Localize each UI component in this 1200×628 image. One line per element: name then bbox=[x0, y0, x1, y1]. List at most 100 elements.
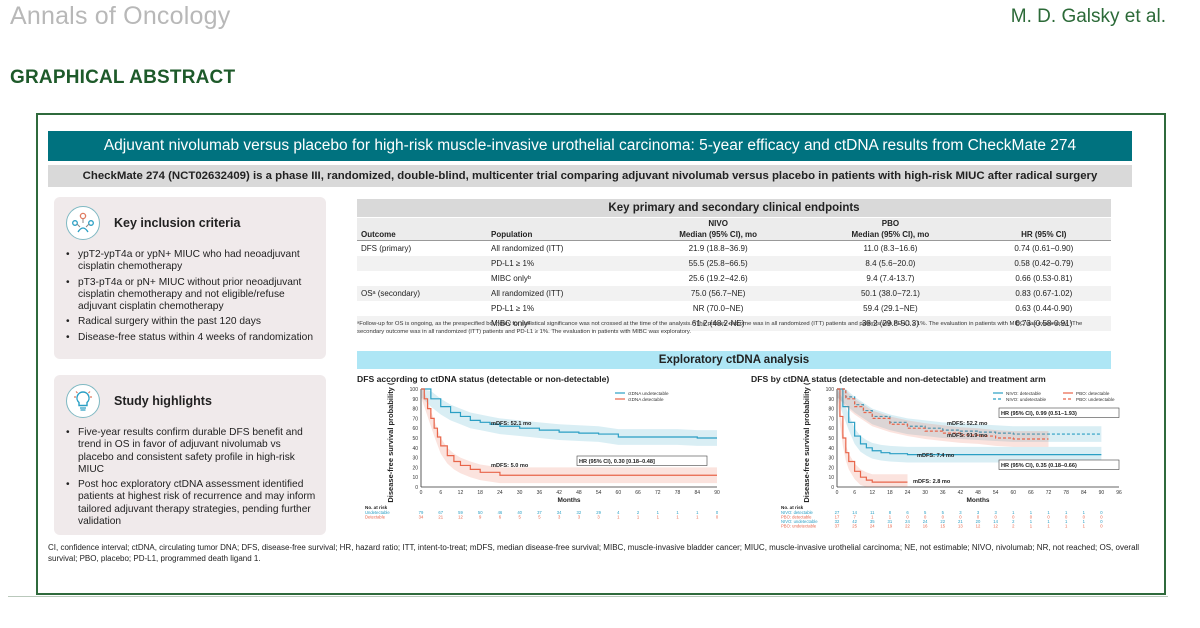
list-item: Radical surgery within the past 120 days bbox=[66, 316, 316, 329]
legend-label: ctDNA undetectable bbox=[628, 391, 669, 396]
at-risk-label: No. at risk bbox=[365, 505, 388, 510]
cell-nivo: NR (70.0−NE) bbox=[692, 303, 744, 313]
x-tick-label: 12 bbox=[458, 490, 464, 496]
column-header: Median (95% CI), mo bbox=[804, 229, 977, 241]
y-tick-label: 0 bbox=[831, 485, 834, 491]
cell-outcome: DFS (primary) bbox=[361, 243, 412, 253]
cell-population: PD-L1 ≥ 1% bbox=[487, 255, 632, 271]
x-tick-label: 24 bbox=[497, 490, 503, 496]
cell-population: MIBC onlyᶜ bbox=[487, 315, 632, 331]
x-tick-label: 6 bbox=[439, 490, 442, 496]
at-risk-row-name: Detectable bbox=[365, 515, 386, 520]
author-line: M. D. Galsky et al. bbox=[1010, 6, 1166, 27]
at-risk-value: 1 bbox=[676, 515, 679, 520]
at-risk-value: 6 bbox=[906, 510, 909, 515]
at-risk-value: 1 bbox=[1030, 524, 1033, 529]
at-risk-value: 1 bbox=[617, 515, 620, 520]
at-risk-value: 2 bbox=[1012, 524, 1015, 529]
trial-description: CheckMate 274 (NCT02632409) is a phase I… bbox=[48, 165, 1132, 187]
legend-label: PBO: detectable bbox=[1076, 391, 1110, 396]
cell-pbo: 50.1 (38.0−72.1) bbox=[804, 285, 977, 301]
at-risk-value: 24 bbox=[905, 519, 910, 524]
inclusion-criteria-panel: Key inclusion criteria ypT2-ypT4a or ypN… bbox=[54, 197, 326, 359]
at-risk-value: 31 bbox=[888, 519, 893, 524]
y-tick-label: 60 bbox=[412, 426, 418, 432]
cell-nivo: 21.9 (18.8−36.9) bbox=[688, 243, 748, 253]
y-tick-label: 40 bbox=[828, 446, 834, 452]
at-risk-value: 3 bbox=[977, 510, 980, 515]
km-chart-ctdna-status: Disease-free survival probability (%) 010… bbox=[365, 383, 720, 520]
x-tick-label: 66 bbox=[1028, 490, 1034, 496]
at-risk-value: 5 bbox=[942, 510, 945, 515]
at-risk-value: 32 bbox=[577, 510, 582, 515]
list-item: Five-year results confirm durable DFS be… bbox=[66, 427, 316, 476]
at-risk-value: 3 bbox=[959, 510, 962, 515]
at-risk-row-name: Undetectable bbox=[365, 510, 390, 515]
x-tick-label: 90 bbox=[714, 490, 720, 496]
at-risk-value: 0 bbox=[994, 515, 997, 520]
km-chart-ctdna-treatment-arm: Disease-free survival probability (%) 010… bbox=[781, 383, 1122, 529]
x-axis-label: Months bbox=[557, 497, 580, 504]
at-risk-value: 5 bbox=[924, 510, 927, 515]
legend-label: ctDNA detectable bbox=[628, 397, 664, 402]
at-risk-value: 14 bbox=[993, 519, 998, 524]
at-risk-value: 0 bbox=[1100, 524, 1103, 529]
at-risk-value: 1 bbox=[657, 510, 660, 515]
at-risk-value: 11 bbox=[870, 510, 875, 515]
confidence-band bbox=[421, 389, 717, 484]
annotation-box bbox=[576, 455, 708, 466]
annotation-box bbox=[998, 459, 1120, 470]
at-risk-row-name: NIVO: undetectable bbox=[781, 519, 818, 524]
legend-label: NIVO: detectable bbox=[1006, 391, 1041, 396]
at-risk-value: 29 bbox=[596, 510, 601, 515]
cell-pbo: 9.4 (7.4-13.7) bbox=[866, 273, 915, 283]
at-risk-value: 13 bbox=[958, 524, 963, 529]
ctdna-title: Exploratory ctDNA analysis bbox=[357, 351, 1111, 369]
y-tick-label: 0 bbox=[415, 485, 418, 491]
study-highlights-panel: Study highlights Five-year results confi… bbox=[54, 375, 326, 535]
group-nivo-header: NIVO bbox=[632, 218, 805, 229]
at-risk-row-name: PBO: detectable bbox=[781, 515, 812, 520]
cell-outcome bbox=[357, 255, 487, 271]
table-row: MIBC onlyᵇ 25.6 (19.2−42.6) 9.4 (7.4-13.… bbox=[357, 271, 1111, 286]
annotation-box bbox=[998, 407, 1120, 418]
table-row: DFS (primary) All randomized (ITT) 21.9 … bbox=[357, 241, 1111, 256]
confidence-band bbox=[837, 389, 1102, 442]
at-risk-value: 1 bbox=[1030, 519, 1033, 524]
cell-outcome bbox=[357, 301, 487, 316]
y-tick-label: 40 bbox=[412, 446, 418, 452]
at-risk-value: 12 bbox=[976, 524, 981, 529]
abbreviations: CI, confidence interval; ctDNA, circulat… bbox=[48, 543, 1140, 563]
at-risk-value: 40 bbox=[517, 510, 522, 515]
confidence-band bbox=[421, 389, 717, 446]
y-tick-label: 10 bbox=[828, 475, 834, 481]
x-tick-label: 84 bbox=[1081, 490, 1087, 496]
series-line-ctdna-undetectable bbox=[421, 388, 717, 439]
at-risk-value: 0 bbox=[1065, 515, 1068, 520]
at-risk-value: 1 bbox=[676, 510, 679, 515]
x-tick-label: 72 bbox=[1046, 490, 1052, 496]
x-tick-label: 0 bbox=[836, 490, 839, 496]
at-risk-value: 1 bbox=[1083, 524, 1086, 529]
people-network-icon bbox=[66, 206, 100, 240]
chart-annotation: HR (95% CI), 0.35 (0.18–0.66) bbox=[1001, 463, 1077, 469]
chart-annotation: mDFS: 91.9 mo bbox=[947, 433, 988, 439]
at-risk-value: 17 bbox=[835, 515, 840, 520]
x-tick-label: 54 bbox=[596, 490, 602, 496]
endpoints-table: NIVO PBO Outcome Population Median (95% … bbox=[357, 218, 1111, 331]
list-item: Disease-free status within 4 weeks of ra… bbox=[66, 332, 316, 345]
at-risk-value: 42 bbox=[852, 519, 857, 524]
confidence-band bbox=[837, 389, 908, 487]
chart-annotation: mDFS: 52.2 mo bbox=[947, 421, 988, 427]
y-tick-label: 90 bbox=[412, 397, 418, 403]
at-risk-value: 24 bbox=[923, 519, 928, 524]
at-risk-value: 1 bbox=[871, 515, 874, 520]
x-tick-label: 24 bbox=[905, 490, 911, 496]
x-tick-label: 42 bbox=[556, 490, 562, 496]
at-risk-value: 1 bbox=[889, 515, 892, 520]
at-risk-value: 2 bbox=[637, 510, 640, 515]
x-tick-label: 0 bbox=[420, 490, 423, 496]
y-tick-label: 90 bbox=[828, 397, 834, 403]
at-risk-value: 34 bbox=[557, 510, 562, 515]
x-tick-label: 30 bbox=[517, 490, 523, 496]
